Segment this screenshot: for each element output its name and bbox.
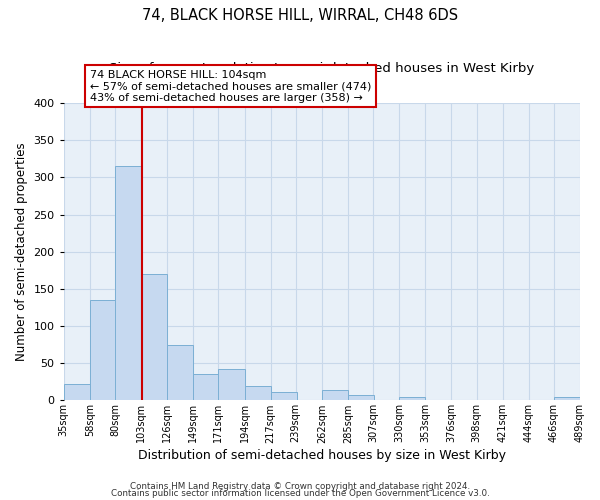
Title: Size of property relative to semi-detached houses in West Kirby: Size of property relative to semi-detach… xyxy=(109,62,535,76)
Text: 74 BLACK HORSE HILL: 104sqm
← 57% of semi-detached houses are smaller (474)
43% : 74 BLACK HORSE HILL: 104sqm ← 57% of sem… xyxy=(90,70,371,103)
Y-axis label: Number of semi-detached properties: Number of semi-detached properties xyxy=(15,142,28,361)
Bar xyxy=(64,384,90,400)
Bar xyxy=(245,386,271,400)
Bar xyxy=(271,392,297,400)
Text: 74, BLACK HORSE HILL, WIRRAL, CH48 6DS: 74, BLACK HORSE HILL, WIRRAL, CH48 6DS xyxy=(142,8,458,22)
X-axis label: Distribution of semi-detached houses by size in West Kirby: Distribution of semi-detached houses by … xyxy=(138,450,506,462)
Bar xyxy=(193,374,220,400)
Bar xyxy=(348,395,374,400)
Bar xyxy=(554,398,580,400)
Text: Contains HM Land Registry data © Crown copyright and database right 2024.: Contains HM Land Registry data © Crown c… xyxy=(130,482,470,491)
Text: Contains public sector information licensed under the Open Government Licence v3: Contains public sector information licen… xyxy=(110,490,490,498)
Bar xyxy=(141,274,167,400)
Bar xyxy=(115,166,141,400)
Bar xyxy=(218,369,245,400)
Bar xyxy=(322,390,348,400)
Bar xyxy=(399,396,425,400)
Bar xyxy=(90,300,116,400)
Bar xyxy=(167,346,193,401)
